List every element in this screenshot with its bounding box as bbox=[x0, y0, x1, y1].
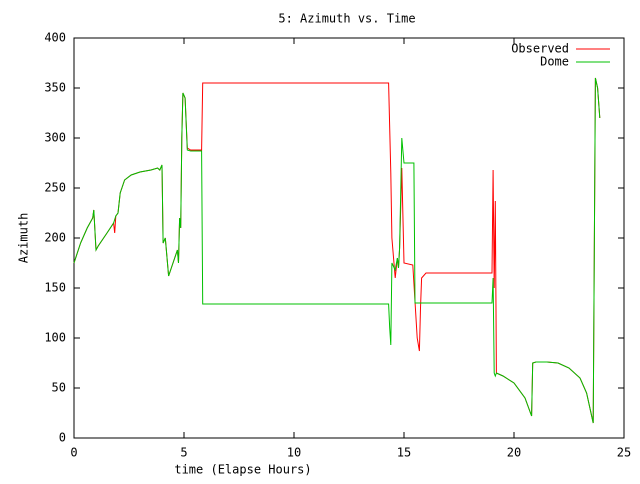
chart-title: 5: Azimuth vs. Time bbox=[278, 12, 415, 26]
x-axis-label: time (Elapse Hours) bbox=[174, 463, 311, 477]
y-tick-label: 350 bbox=[44, 81, 66, 95]
x-tick-label: 5 bbox=[180, 446, 187, 460]
legend-label: Dome bbox=[540, 55, 569, 69]
plot-frame bbox=[73, 37, 625, 439]
x-tick-label: 10 bbox=[287, 446, 301, 460]
x-tick-label: 15 bbox=[397, 446, 411, 460]
x-tick-label: 25 bbox=[617, 446, 631, 460]
x-tick-label: 20 bbox=[507, 446, 521, 460]
y-tick-label: 300 bbox=[44, 131, 66, 145]
y-tick-label: 100 bbox=[44, 331, 66, 345]
series-line bbox=[73, 77, 601, 424]
y-tick-label: 200 bbox=[44, 231, 66, 245]
y-tick-label: 400 bbox=[44, 31, 66, 45]
y-axis-label: Azimuth bbox=[17, 213, 31, 264]
y-tick-label: 0 bbox=[59, 431, 66, 445]
y-tick-label: 250 bbox=[44, 181, 66, 195]
series-line bbox=[73, 77, 601, 424]
x-tick-label: 0 bbox=[70, 446, 77, 460]
y-tick-label: 150 bbox=[44, 281, 66, 295]
y-tick-label: 50 bbox=[52, 381, 66, 395]
legend-label: Observed bbox=[511, 42, 569, 56]
